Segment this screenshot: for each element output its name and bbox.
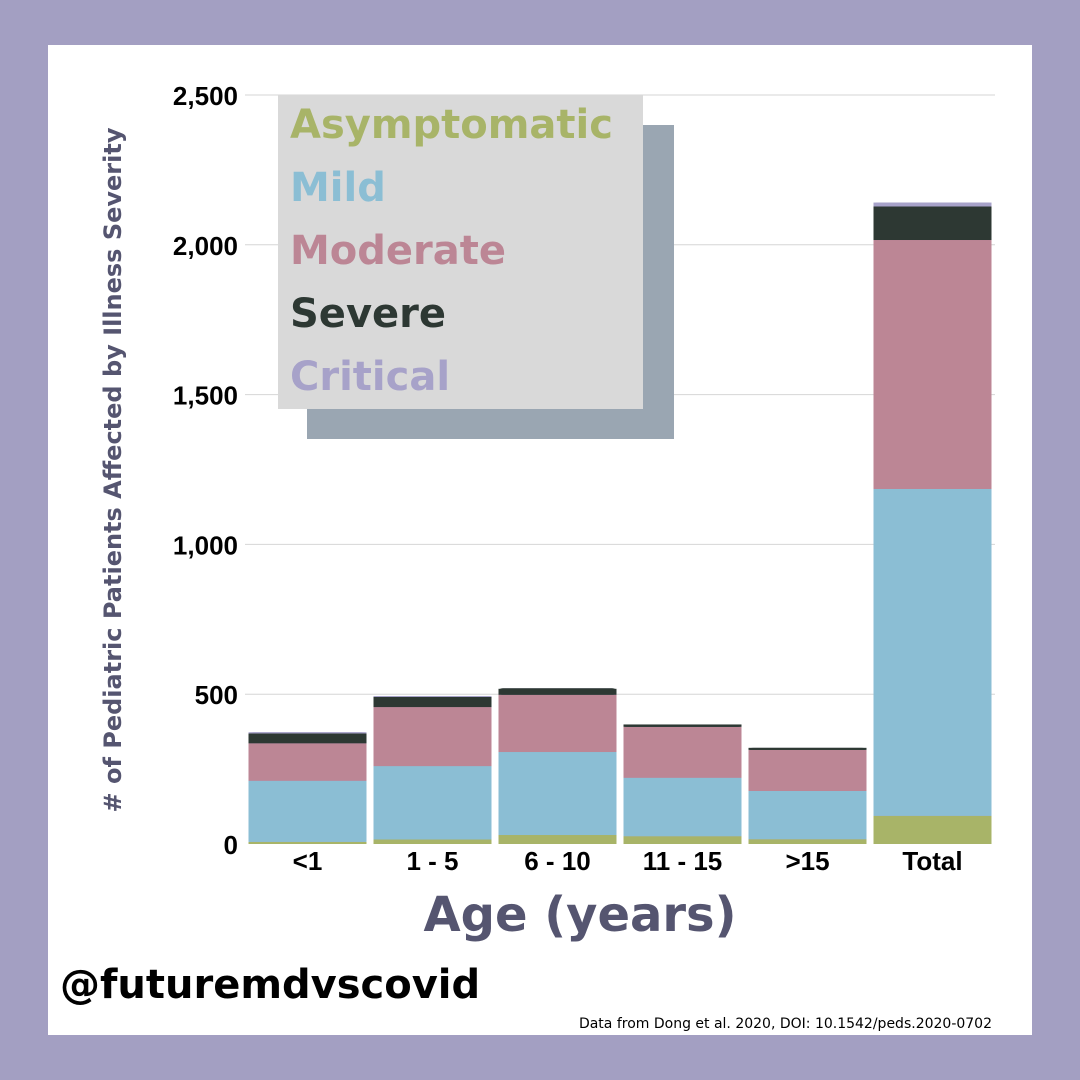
x-tick-label-6-10: 6 - 10 <box>524 846 591 876</box>
bar-segment-fill <box>373 695 492 697</box>
bar-segment-moderate <box>873 240 992 489</box>
bar-stack-15 <box>748 747 867 844</box>
bar-segment-severe <box>248 733 367 744</box>
x-tick-label-1: <1 <box>293 846 323 876</box>
bar-segment-moderate <box>623 726 742 778</box>
bar-segment-mild <box>498 752 617 836</box>
legend-item-mild: Mild <box>290 165 386 211</box>
bar-segment-moderate <box>248 743 367 781</box>
x-tick-label-15: >15 <box>785 846 829 876</box>
source-citation: Data from Dong et al. 2020, DOI: 10.1542… <box>578 1016 992 1032</box>
bar-segment-mild <box>873 488 992 816</box>
legend-item-severe: Severe <box>290 291 446 337</box>
bar-segment-asymptomatic <box>373 839 492 844</box>
bar-segment-fill <box>873 202 992 207</box>
bar-stack-11-15 <box>623 724 742 844</box>
x-tick-label-1-5: 1 - 5 <box>406 846 458 876</box>
y-tick-label: 0 <box>224 830 238 860</box>
bar-segment-moderate <box>748 749 867 791</box>
y-tick-label: 500 <box>195 680 238 710</box>
y-tick-label: 2,500 <box>173 81 238 111</box>
bar-segment-severe <box>873 206 992 241</box>
x-tick-label-11-15: 11 - 15 <box>643 846 723 876</box>
bar-segment-mild <box>373 766 492 840</box>
bar-segment-asymptomatic <box>873 815 992 844</box>
bar-segment-fill <box>498 688 617 695</box>
x-axis-title: Age (years) <box>423 887 736 943</box>
bar-stack-6-10 <box>498 688 617 844</box>
y-tick-label: 1,000 <box>173 530 238 560</box>
legend: Asymptomatic Mild Moderate Severe Critic… <box>278 95 643 409</box>
bar-stack-total <box>873 202 992 844</box>
bar-segment-severe <box>373 696 492 708</box>
x-tick-labels: <1 1 - 5 6 - 10 11 - 15 >15 Total <box>293 846 963 876</box>
social-handle: @futuremdvscovid <box>60 962 481 1008</box>
bar-segment-asymptomatic <box>748 839 867 844</box>
legend-item-moderate: Moderate <box>290 228 507 274</box>
legend-item-asymptomatic: Asymptomatic <box>290 102 613 148</box>
bar-stack-1-5 <box>373 695 492 844</box>
y-axis-title: # of Pediatric Patients Affected by Illn… <box>99 127 127 812</box>
x-tick-label-total: Total <box>902 846 962 876</box>
bar-segment-mild <box>623 777 742 837</box>
bar-segment-moderate <box>373 707 492 767</box>
bar-segment-mild <box>748 790 867 840</box>
bar-segment-asymptomatic <box>248 841 367 844</box>
bars <box>248 202 992 844</box>
bar-stack-1 <box>248 732 367 844</box>
y-tick-label: 1,500 <box>173 381 238 411</box>
bar-segment-mild <box>248 780 367 842</box>
bar-segment-asymptomatic <box>498 835 617 844</box>
bar-segment-moderate <box>498 694 617 753</box>
bar-segment-fill <box>748 747 867 750</box>
bar-segment-fill <box>248 732 367 734</box>
y-tick-labels: 0 500 1,000 1,500 2,000 2,500 <box>173 81 238 860</box>
y-tick-label: 2,000 <box>173 231 238 261</box>
bar-segment-fill <box>623 724 742 727</box>
bar-segment-asymptomatic <box>623 836 742 844</box>
legend-item-critical: Critical <box>290 354 451 400</box>
